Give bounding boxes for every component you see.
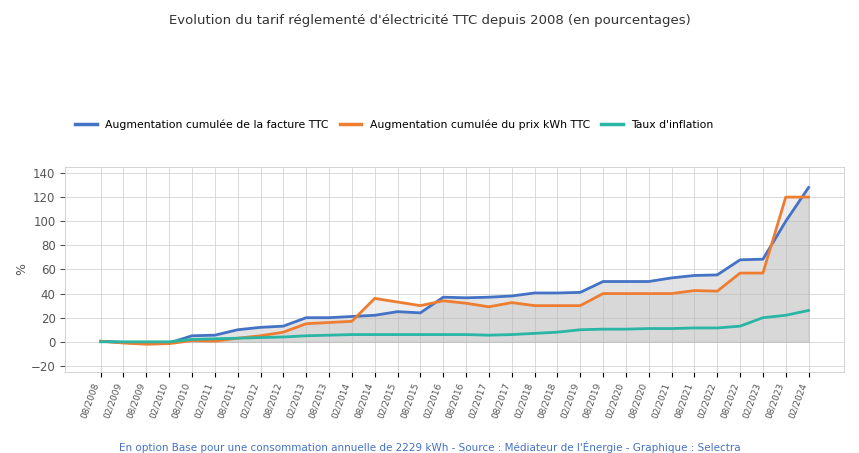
Legend: Augmentation cumulée de la facture TTC, Augmentation cumulée du prix kWh TTC, Ta: Augmentation cumulée de la facture TTC, … xyxy=(70,115,718,134)
Text: En option Base pour une consommation annuelle de 2229 kWh - Source : Médiateur d: En option Base pour une consommation ann… xyxy=(119,441,740,453)
Text: Evolution du tarif réglementé d'électricité TTC depuis 2008 (en pourcentages): Evolution du tarif réglementé d'électric… xyxy=(168,14,691,27)
Y-axis label: %: % xyxy=(15,264,28,275)
